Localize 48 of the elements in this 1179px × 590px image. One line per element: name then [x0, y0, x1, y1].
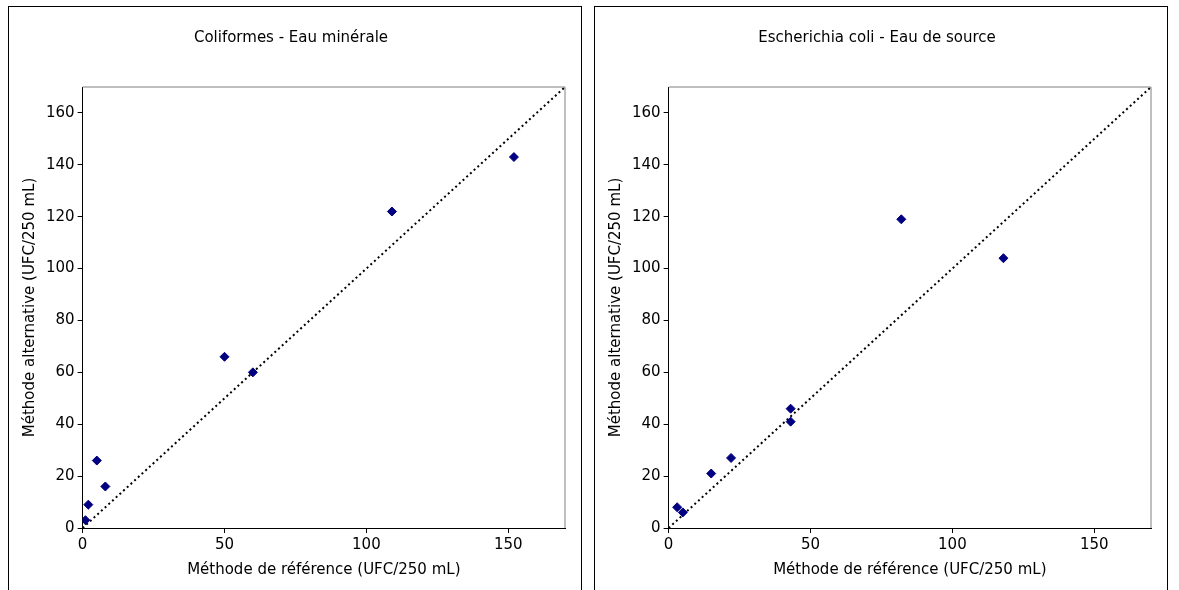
x-tick-label: 100	[938, 534, 967, 553]
y-tick-label: 60	[641, 362, 661, 381]
x-tick-label: 100	[352, 534, 381, 553]
y-tick-label: 40	[641, 414, 661, 433]
x-tick-label: 50	[214, 534, 235, 553]
point	[219, 351, 230, 362]
point	[100, 481, 111, 492]
point	[83, 499, 94, 510]
x-tick-label: 150	[1079, 534, 1109, 553]
point	[998, 253, 1009, 264]
y-axis-title: Méthode alternative (UFC/250 mL)	[19, 177, 38, 438]
point	[386, 206, 397, 217]
point	[247, 367, 258, 378]
point	[677, 507, 688, 518]
y-tick-label: 20	[641, 466, 661, 485]
point	[896, 214, 907, 225]
y-tick-label: 80	[55, 310, 75, 329]
y-tick-label: 40	[55, 414, 75, 433]
y-tick-label: 0	[65, 517, 75, 536]
point	[706, 468, 717, 479]
x-axis-title: Méthode de référence (UFC/250 mL)	[187, 559, 461, 578]
y-tick-label: 120	[631, 206, 661, 225]
point	[672, 502, 683, 513]
x-tick-label: 50	[800, 534, 821, 553]
x-axis-title: Méthode de référence (UFC/250 mL)	[773, 559, 1047, 578]
y-tick-label: 80	[641, 310, 661, 329]
y-tick-label: 60	[55, 362, 75, 381]
point	[82, 515, 91, 526]
y-tick-label: 100	[631, 258, 661, 277]
chart-title: Escherichia coli - Eau de source	[758, 27, 996, 46]
y-tick-label: 160	[631, 102, 661, 121]
y-tick-label: 100	[45, 258, 75, 277]
x-tick-label: 150	[493, 534, 523, 553]
y-tick-label: 160	[45, 102, 75, 121]
x-tick-label: 0	[77, 534, 88, 553]
y-tick-label: 20	[55, 466, 75, 485]
chart-title: Coliformes - Eau minérale	[193, 27, 389, 46]
y-axis-title: Méthode alternative (UFC/250 mL)	[605, 177, 624, 438]
point	[726, 452, 737, 463]
y-tick-label: 140	[45, 154, 75, 173]
point	[508, 152, 519, 163]
point	[785, 403, 796, 414]
y-tick-label: 0	[651, 517, 661, 536]
x-tick-label: 0	[663, 534, 674, 553]
point	[785, 416, 796, 427]
y-tick-label: 120	[45, 206, 75, 225]
y-tick-label: 140	[631, 154, 661, 173]
point	[91, 455, 102, 466]
